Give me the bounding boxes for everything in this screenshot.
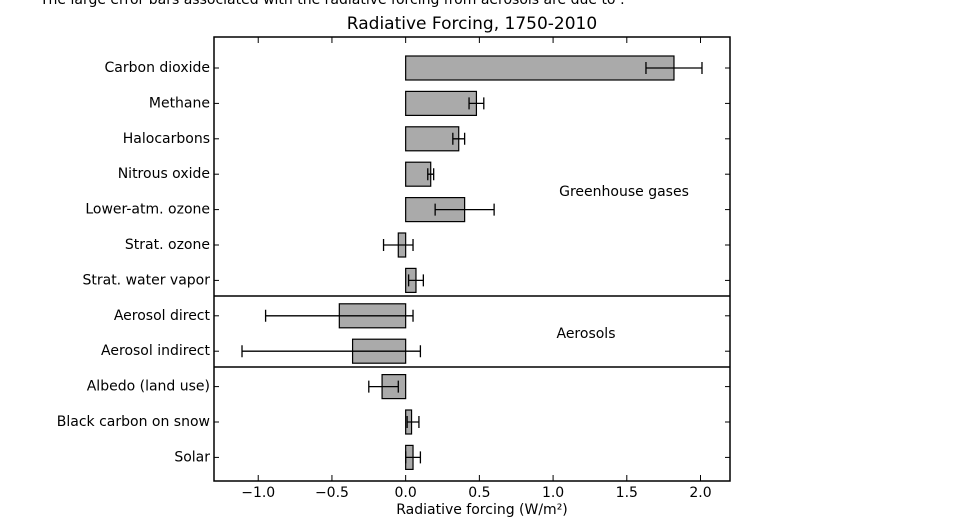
error-bar	[241, 345, 422, 358]
error-bar	[368, 380, 399, 393]
y-tick-label: Nitrous oxide	[118, 166, 210, 182]
error-bar	[452, 132, 466, 145]
y-tick-label: Methane	[149, 95, 210, 111]
group-label: Aerosols	[556, 326, 615, 342]
chart-title: Radiative Forcing, 1750-2010	[347, 14, 597, 34]
x-tick-label: −0.5	[315, 485, 349, 501]
x-tick-label: −1.0	[241, 485, 275, 501]
error-bar	[382, 239, 414, 251]
bar	[405, 126, 460, 152]
y-tick-label: Aerosol direct	[114, 308, 211, 324]
x-tick-label: 0.0	[395, 485, 417, 501]
y-tick-label: Strat. ozone	[125, 237, 210, 253]
y-tick-label: Solar	[174, 449, 210, 465]
y-tick-label: Aerosol indirect	[101, 343, 210, 359]
error-bar	[405, 451, 422, 464]
x-tick-label: 1.0	[542, 485, 564, 501]
y-tick-label: Strat. water vapor	[82, 272, 210, 288]
error-bar	[427, 168, 435, 181]
bar	[405, 161, 432, 187]
y-tick-label: Lower-atm. ozone	[85, 202, 210, 218]
question-text: The large error bars associated with the…	[39, 0, 625, 8]
y-tick-label: Albedo (land use)	[87, 379, 210, 395]
error-bar	[406, 416, 420, 428]
y-tick-label: Black carbon on snow	[57, 414, 210, 430]
error-bar	[645, 62, 703, 74]
x-axis-label: Radiative forcing (W/m²)	[396, 502, 568, 518]
bar	[405, 90, 478, 117]
group-label: Greenhouse gases	[559, 184, 689, 200]
x-tick-label: 1.5	[616, 485, 638, 501]
y-tick-label: Halocarbons	[123, 131, 210, 147]
error-bar	[264, 309, 414, 322]
plot-frame	[213, 36, 731, 482]
bar	[405, 55, 675, 81]
error-bar	[407, 274, 424, 287]
y-tick-label: Carbon dioxide	[105, 60, 210, 76]
error-bar	[434, 203, 495, 216]
x-tick-label: 0.5	[468, 485, 490, 501]
error-bar	[468, 97, 485, 110]
x-tick-label: 2.0	[689, 485, 711, 501]
